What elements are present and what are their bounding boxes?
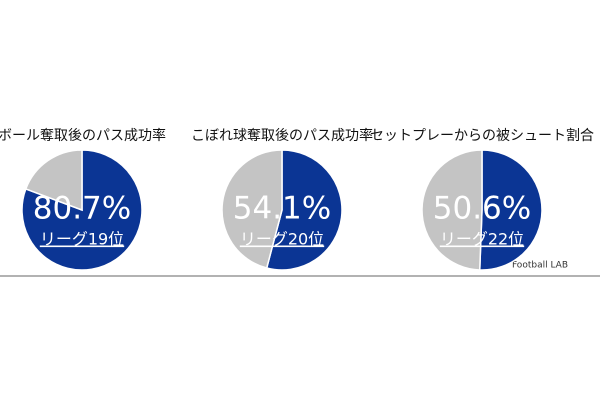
rank-annotation: リーグ20位 [240,230,324,249]
pie-slice [24,149,83,212]
value-label: 80.7% [33,191,131,227]
pie-slice [478,149,543,271]
pie-slice [421,149,483,271]
source: Football LAB [512,261,568,271]
value-label: 54.1% [233,191,331,227]
chart-title: ボール奪取後のパス成功率 [0,127,166,144]
rank-annotation: リーグ22位 [440,230,524,249]
pie-slice [265,149,343,271]
value-label: 50.6% [433,191,531,227]
chart-title: こぼれ球奪取後のパス成功率 [191,127,373,144]
pie-slice [221,149,283,269]
rank-annotation: リーグ19位 [40,230,124,249]
chart-title: セットプレーからの被シュート割合 [370,127,594,144]
